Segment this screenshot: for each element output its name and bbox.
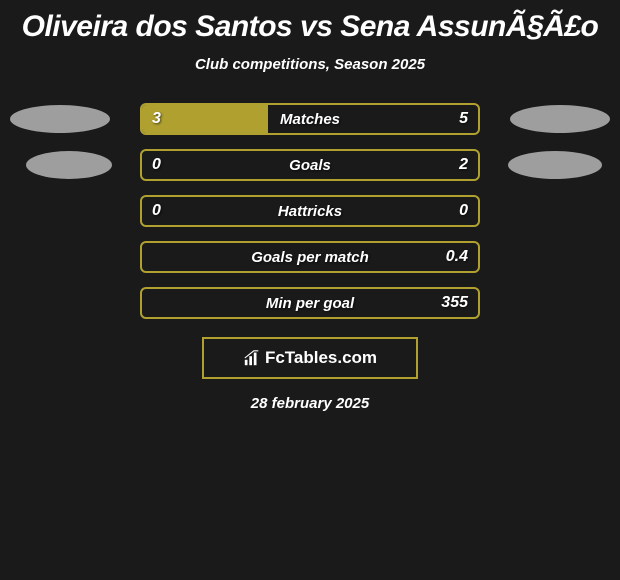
stat-row: 3 Matches 5 [0,103,620,135]
date: 28 february 2025 [251,395,369,412]
player-right-marker [510,105,610,133]
logo-text: FcTables.com [265,348,377,368]
stat-value-left: 0 [152,156,161,174]
stat-row: Min per goal 355 [0,287,620,319]
page-title: Oliveira dos Santos vs Sena AssunÃ§Ã£o [22,10,599,44]
stat-label: Goals [289,157,331,174]
comparison-infographic: Oliveira dos Santos vs Sena AssunÃ§Ã£o C… [0,0,620,422]
bar-chart-icon [243,349,261,367]
stats-area: 3 Matches 5 0 Goals 2 0 Hattricks 0 Goals per mat… [0,103,620,319]
stat-value-right: 0 [459,202,468,220]
stat-row: Goals per match 0.4 [0,241,620,273]
stat-row: 0 Hattricks 0 [0,195,620,227]
stat-label: Matches [280,111,340,128]
logo: FcTables.com [243,348,377,368]
subtitle: Club competitions, Season 2025 [195,56,425,73]
stat-label: Goals per match [251,249,369,266]
logo-box: FcTables.com [202,337,418,379]
stat-value-left: 3 [152,110,161,128]
stat-value-right: 355 [441,294,468,312]
stat-value-left: 0 [152,202,161,220]
stat-bar: 0 Hattricks 0 [140,195,480,227]
stat-bar: Goals per match 0.4 [140,241,480,273]
stat-bar: 3 Matches 5 [140,103,480,135]
stat-bar: 0 Goals 2 [140,149,480,181]
stat-value-right: 0.4 [446,248,468,266]
player-right-marker [508,151,602,179]
stat-row: 0 Goals 2 [0,149,620,181]
stat-label: Hattricks [278,203,342,220]
player-left-marker [10,105,110,133]
stat-value-right: 5 [459,110,468,128]
stat-bar: Min per goal 355 [140,287,480,319]
stat-value-right: 2 [459,156,468,174]
stat-label: Min per goal [266,295,354,312]
player-left-marker [26,151,112,179]
